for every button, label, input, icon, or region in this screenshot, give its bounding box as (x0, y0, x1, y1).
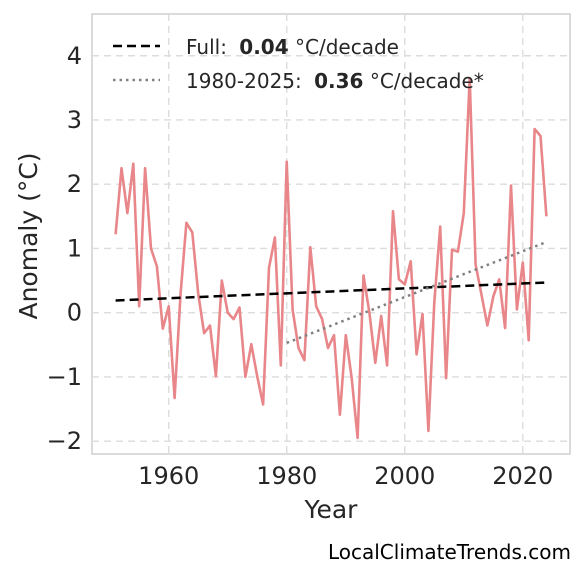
x-axis-label: Year (304, 495, 359, 524)
y-tick-label: 4 (67, 42, 82, 70)
tick-labels: −2 −1 0 1 2 3 4 1960 1980 2000 2020 (47, 42, 554, 490)
legend-full-rate: 0.04 (239, 35, 288, 59)
y-tick-label: −2 (47, 427, 82, 455)
legend-item-full: Full: 0.04 °C/decade (186, 35, 399, 59)
y-tick-label: 3 (67, 106, 82, 134)
x-tick-label: 2000 (374, 462, 435, 490)
trend-layer (115, 240, 547, 345)
y-axis-label: Anomaly (°C) (14, 152, 43, 319)
legend-full-unit: °C/decade (295, 35, 399, 59)
plot-background (91, 13, 571, 455)
y-tick-label: 0 (67, 299, 82, 327)
anomaly-chart: −2 −1 0 1 2 3 4 1960 1980 2000 2020 Year Anomaly (… (14, 13, 571, 524)
x-tick-label: 1960 (138, 462, 199, 490)
y-tick-label: 1 (67, 234, 82, 262)
site-credit: LocalClimateTrends.com (327, 540, 571, 564)
trend-line-recent (286, 240, 547, 345)
legend-full-name: Full: (186, 35, 227, 59)
series-layer (114, 76, 548, 440)
legend-recent-rate: 0.36 (314, 69, 363, 93)
x-tick-label: 2020 (492, 462, 553, 490)
anomaly-series-line (114, 76, 548, 440)
legend-recent-unit: °C/decade* (370, 69, 484, 93)
legend-item-recent: 1980-2025: 0.36 °C/decade* (186, 69, 484, 93)
legend-recent-name: 1980-2025: (186, 69, 302, 93)
y-tick-label: 2 (67, 170, 82, 198)
x-tick-label: 1980 (256, 462, 317, 490)
y-tick-label: −1 (47, 363, 82, 391)
legend: Full: 0.04 °C/decade 1980-2025: 0.36 °C/… (113, 35, 484, 93)
trend-line-full (115, 281, 547, 302)
